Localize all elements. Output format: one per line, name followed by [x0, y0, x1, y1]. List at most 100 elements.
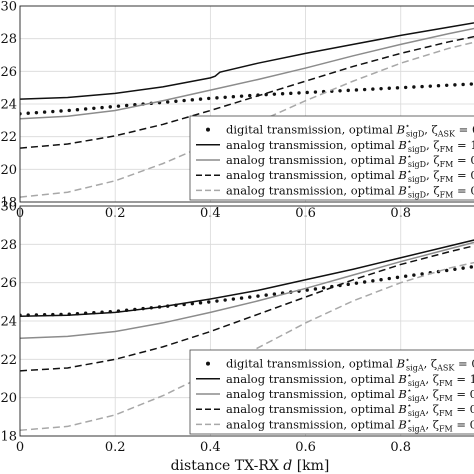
- bottom-series-0-point: [305, 288, 309, 292]
- bottom-y-tick-label: 30: [0, 200, 17, 215]
- x-axis-label-main: distance TX-RX: [171, 458, 284, 474]
- top-series-0-point: [51, 109, 55, 114]
- top-series-0-point: [387, 86, 391, 90]
- bottom-x-tick-label: 0.2: [105, 440, 126, 455]
- bottom-series-0-point: [198, 301, 203, 305]
- top-series-0-point: [305, 90, 309, 95]
- top-series-0-point: [272, 92, 277, 96]
- top-legend-marker-0: [206, 127, 210, 132]
- bottom-x-tick-label: 0.8: [390, 440, 411, 455]
- top-series-0-point: [412, 85, 416, 89]
- bottom-series-0-point: [321, 286, 326, 290]
- top-legend-label-2: analog transmission, optimal B⋆ sigD, ζFM…: [226, 152, 474, 169]
- bottom-series-0-point: [190, 301, 195, 306]
- top-series-0-point: [92, 106, 96, 110]
- bottom-series-0-point: [412, 273, 416, 277]
- bottom-series-0-point: [231, 297, 236, 301]
- top-series-0-point: [116, 104, 121, 108]
- bottom-legend-label-2: analog transmission, optimal B⋆ sigA, ζFM…: [226, 386, 474, 403]
- top-series-3-line: [20, 35, 474, 149]
- top-legend-label-1: analog transmission, optimal B⋆ sigD, ζFM…: [226, 137, 474, 154]
- top-series-0-point: [182, 98, 186, 103]
- top-series-0-point: [239, 94, 244, 98]
- top-series-0-point: [248, 93, 252, 98]
- top-series-0-point: [436, 84, 441, 88]
- top-series-0-point: [354, 88, 359, 92]
- top-series-0-point: [280, 92, 285, 96]
- top-series-0-point: [83, 107, 88, 111]
- top-series-0-point: [166, 100, 170, 104]
- bottom-series-0-point: [313, 287, 318, 291]
- top-y-tick-label: 20: [0, 163, 17, 178]
- top-series-0-point: [338, 89, 342, 93]
- top-series-0-point: [67, 108, 71, 113]
- bottom-legend: digital transmission, optimal B⋆ sigA, ζA…: [189, 349, 474, 435]
- bottom-series-0-point: [461, 266, 465, 270]
- top-y-tick-label: 22: [0, 130, 17, 145]
- top-series-0-point: [42, 110, 47, 114]
- bottom-series-4-line: [20, 261, 474, 431]
- bottom-series-0-point: [272, 292, 277, 296]
- bottom-series-0-point: [403, 274, 408, 278]
- bottom-series-0-point: [239, 296, 244, 300]
- bottom-legend-label-4: analog transmission, optimal B⋆ sigA, ζFM…: [226, 416, 474, 433]
- top-series-0-point: [207, 96, 211, 101]
- top-series-0-point: [26, 111, 30, 115]
- bottom-y-tick-label: 18: [0, 430, 17, 445]
- top-series-0-point: [59, 109, 63, 113]
- top-series-0-point: [453, 83, 457, 87]
- top-y-tick-label: 24: [0, 98, 17, 113]
- top-axes-frame: [19, 5, 474, 203]
- top-legend-label-4: analog transmission, optimal B⋆ sigD, ζFM…: [226, 182, 474, 199]
- bottom-series-0-point: [264, 293, 268, 297]
- top-series-0-point: [223, 95, 227, 99]
- bottom-series-0-point: [395, 275, 400, 280]
- top-series-0-point: [215, 96, 219, 100]
- top-series-0-point: [379, 86, 383, 91]
- bottom-series-0-point: [215, 299, 219, 303]
- top-series-0-point: [420, 84, 424, 89]
- bottom-y-tick-label: 24: [0, 315, 17, 330]
- bottom-x-tick-label: 0.6: [295, 440, 316, 455]
- bottom-x-tick-label: 0.4: [200, 440, 221, 455]
- bottom-series-0-point: [346, 282, 350, 287]
- bottom-series-0-point: [387, 276, 391, 281]
- top-series-4-line: [20, 41, 474, 198]
- bottom-legend-label-0: digital transmission, optimal B⋆ sigA, ζA…: [226, 356, 474, 373]
- bottom-series-0-point: [223, 298, 227, 302]
- bottom-series-0-point: [420, 272, 424, 276]
- bottom-series-0-point: [354, 281, 359, 285]
- bottom-series-0-point: [379, 277, 383, 282]
- bottom-series-0-point: [248, 295, 252, 299]
- bottom-y-tick-label: 26: [0, 276, 17, 291]
- top-y-tick-label: 18: [0, 196, 17, 211]
- bottom-legend-marker-0: [206, 361, 210, 366]
- top-series-1-line: [20, 22, 474, 100]
- top-series-group: [20, 22, 474, 198]
- top-series-0-point: [34, 110, 39, 115]
- x-axis-label-variable: d: [283, 458, 292, 474]
- top-series-0-point: [231, 95, 236, 99]
- top-series-0-point: [469, 82, 474, 86]
- bottom-axes-frame: [19, 205, 474, 437]
- top-series-0-point: [362, 87, 367, 92]
- top-legend-box: [189, 115, 474, 201]
- top-series-0-point: [395, 86, 400, 90]
- bottom-y-tick-label: 20: [0, 391, 17, 406]
- bottom-series-2-line: [20, 241, 474, 339]
- bottom-series-group: [20, 239, 474, 431]
- top-series-0-point: [297, 91, 301, 95]
- bottom-series-0-point: [445, 268, 449, 273]
- bottom-x-axis-label: distance TX-RX d [km]: [171, 458, 330, 474]
- top-series-0-point: [289, 91, 293, 96]
- bottom-series-0-point: [453, 267, 457, 271]
- top-series-2-line: [20, 27, 474, 120]
- top-series-0-point: [198, 97, 203, 101]
- top-legend-label-3: analog transmission, optimal B⋆ sigD, ζFM…: [226, 167, 474, 184]
- top-series-0-point: [75, 107, 80, 112]
- bottom-series-0-point: [362, 280, 367, 284]
- bottom-legend-label-3: analog transmission, optimal B⋆ sigA, ζFM…: [226, 401, 474, 418]
- bottom-series-3-line: [20, 245, 474, 372]
- top-series-0-point: [108, 105, 112, 109]
